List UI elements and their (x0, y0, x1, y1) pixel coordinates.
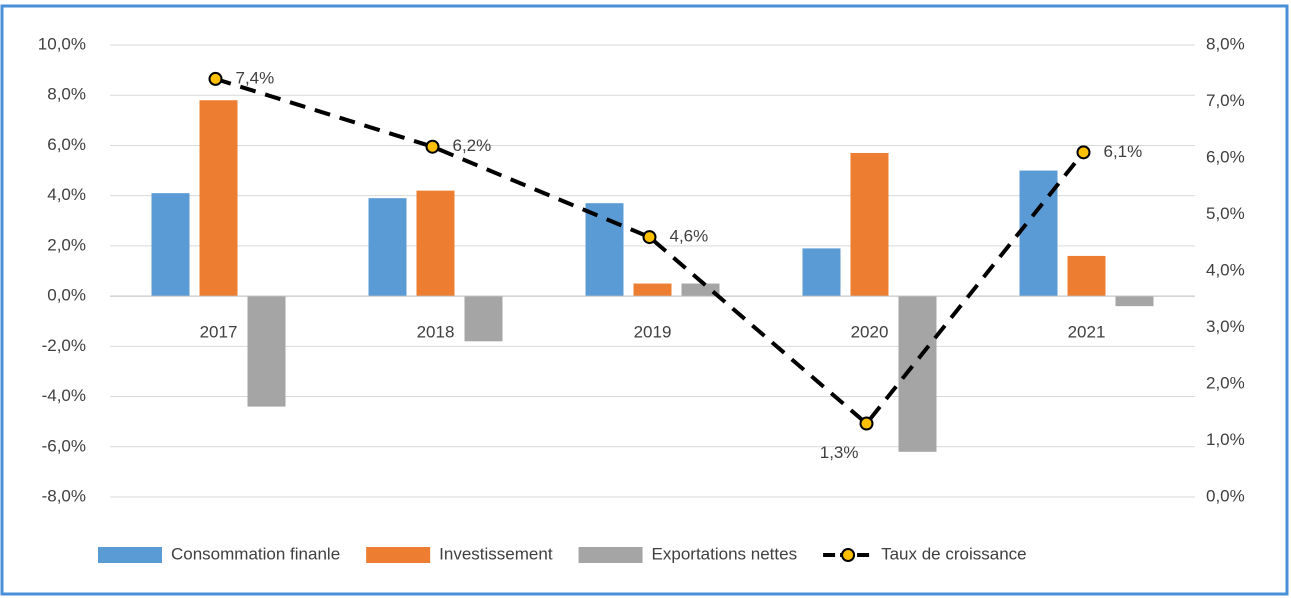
y2-tick-label: 6,0% (1206, 147, 1245, 166)
bar (416, 190, 455, 297)
bar (199, 100, 238, 297)
line-marker (859, 416, 874, 431)
bar (633, 283, 672, 297)
data-label: 1,3% (820, 443, 859, 462)
data-label: 4,6% (670, 227, 709, 246)
y2-tick-label: 8,0% (1206, 34, 1245, 53)
y2-tick-label: 7,0% (1206, 91, 1245, 110)
bar (247, 296, 286, 407)
line-marker (642, 230, 657, 245)
y2-tick-label: 4,0% (1206, 260, 1245, 279)
legend-swatch (366, 547, 431, 563)
legend-swatch (98, 547, 162, 563)
bar (681, 283, 720, 297)
chart-frame (0, 4, 1289, 596)
bar (464, 296, 503, 342)
bar (368, 198, 407, 297)
y2-tick-label: 3,0% (1206, 317, 1245, 336)
line-marker (1076, 145, 1091, 160)
y-tick-label: -4,0% (42, 386, 86, 405)
bar (850, 152, 889, 297)
y2-tick-label: 0,0% (1206, 486, 1245, 505)
bar (1115, 296, 1154, 307)
legend-label: Taux de croissance (881, 544, 1027, 563)
legend-marker (841, 548, 856, 562)
y-tick-label: 2,0% (47, 235, 86, 254)
y-tick-label: 0,0% (47, 286, 86, 305)
y-tick-label: 10,0% (38, 34, 86, 53)
y-tick-label: 4,0% (47, 185, 86, 204)
x-tick-label: 2020 (851, 322, 889, 341)
legend-label: Investissement (439, 544, 553, 563)
y-tick-label: 6,0% (47, 135, 86, 154)
data-label: 6,1% (1104, 142, 1143, 161)
line-marker (208, 71, 223, 86)
data-label: 7,4% (236, 68, 275, 87)
y-tick-label: -6,0% (42, 436, 86, 455)
bar (585, 203, 624, 297)
x-tick-label: 2017 (200, 322, 238, 341)
line-marker (425, 139, 440, 154)
bar (802, 248, 841, 297)
y-tick-label: -2,0% (42, 336, 86, 355)
bar (151, 193, 190, 297)
x-tick-label: 2019 (634, 322, 672, 341)
x-tick-label: 2018 (417, 322, 455, 341)
bar (1067, 255, 1106, 297)
x-tick-label: 2021 (1068, 322, 1106, 341)
y2-tick-label: 5,0% (1206, 204, 1245, 223)
legend-label: Exportations nettes (652, 544, 798, 563)
y2-tick-label: 2,0% (1206, 373, 1245, 392)
legend-swatch (578, 547, 643, 563)
y-tick-label: -8,0% (42, 486, 86, 505)
y-tick-label: 8,0% (47, 85, 86, 104)
y2-tick-label: 1,0% (1206, 430, 1245, 449)
legend-label: Consommation finanle (171, 544, 340, 563)
data-label: 6,2% (453, 136, 492, 155)
line (214, 76, 1086, 427)
